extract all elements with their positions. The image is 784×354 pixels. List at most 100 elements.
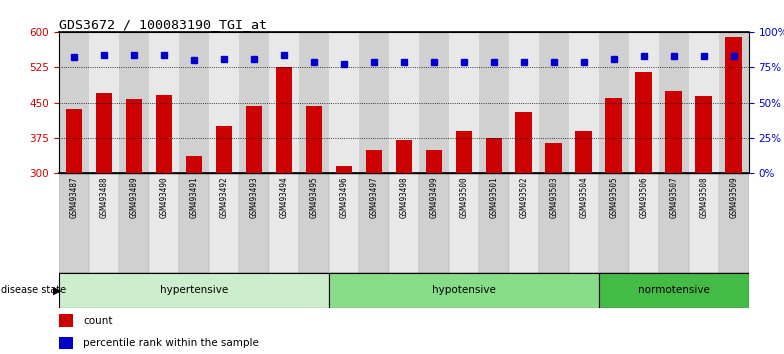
Bar	[59, 314, 73, 327]
Bar	[119, 173, 149, 273]
Bar	[299, 173, 328, 273]
Bar	[479, 173, 509, 273]
Text: GSM493494: GSM493494	[279, 176, 289, 218]
Bar	[629, 32, 659, 173]
Bar	[719, 32, 749, 173]
Bar	[719, 173, 749, 273]
Text: GSM493491: GSM493491	[189, 176, 198, 218]
Bar	[546, 143, 562, 173]
Bar	[485, 138, 502, 173]
Bar	[359, 32, 389, 173]
Text: GSM493500: GSM493500	[459, 176, 468, 218]
Bar	[456, 131, 472, 173]
Bar	[725, 36, 742, 173]
Bar	[509, 173, 539, 273]
Bar	[209, 32, 239, 173]
Text: count: count	[83, 316, 112, 326]
Bar	[568, 173, 599, 273]
Bar	[269, 173, 299, 273]
Bar	[365, 150, 382, 173]
Bar	[395, 141, 412, 173]
Bar	[599, 273, 749, 308]
Bar	[328, 273, 599, 308]
Bar	[186, 155, 202, 173]
Bar	[89, 32, 119, 173]
Bar	[419, 173, 448, 273]
Bar	[336, 166, 352, 173]
Bar	[149, 173, 179, 273]
Bar	[359, 173, 389, 273]
Bar	[688, 173, 719, 273]
Bar	[179, 32, 209, 173]
Bar	[125, 99, 142, 173]
Bar	[695, 96, 712, 173]
Bar	[239, 173, 269, 273]
Text: GSM493496: GSM493496	[339, 176, 348, 218]
Bar	[239, 32, 269, 173]
Bar	[575, 131, 592, 173]
Text: GSM493505: GSM493505	[609, 176, 619, 218]
Text: GSM493501: GSM493501	[489, 176, 499, 218]
Text: GSM493502: GSM493502	[519, 176, 528, 218]
Text: GSM493489: GSM493489	[129, 176, 138, 218]
Bar	[605, 98, 622, 173]
Bar	[539, 32, 568, 173]
Text: GSM493506: GSM493506	[639, 176, 648, 218]
Text: GSM493503: GSM493503	[550, 176, 558, 218]
Text: GSM493498: GSM493498	[399, 176, 408, 218]
Bar	[209, 173, 239, 273]
Bar	[419, 32, 448, 173]
Bar	[155, 95, 172, 173]
Bar	[275, 67, 292, 173]
Bar	[636, 72, 652, 173]
Text: disease state: disease state	[1, 285, 66, 295]
Bar	[216, 126, 232, 173]
Bar	[328, 173, 359, 273]
Bar	[299, 32, 328, 173]
Bar	[568, 32, 599, 173]
Bar	[509, 32, 539, 173]
Bar	[539, 173, 568, 273]
Bar	[599, 173, 629, 273]
Bar	[479, 32, 509, 173]
Bar	[306, 106, 322, 173]
Text: GSM493493: GSM493493	[249, 176, 258, 218]
Bar	[328, 32, 359, 173]
Bar	[119, 32, 149, 173]
Bar	[149, 32, 179, 173]
Bar	[245, 107, 262, 173]
Text: GSM493497: GSM493497	[369, 176, 378, 218]
Bar	[659, 32, 688, 173]
Bar	[269, 32, 299, 173]
Text: GSM493508: GSM493508	[699, 176, 708, 218]
Bar	[389, 173, 419, 273]
Bar	[688, 32, 719, 173]
Bar	[89, 173, 119, 273]
Bar	[448, 32, 479, 173]
Text: GSM493504: GSM493504	[579, 176, 588, 218]
Bar	[659, 173, 688, 273]
Text: GSM493492: GSM493492	[220, 176, 228, 218]
Bar	[666, 91, 682, 173]
Text: GSM493488: GSM493488	[100, 176, 108, 218]
Text: GSM493487: GSM493487	[69, 176, 78, 218]
Text: GSM493495: GSM493495	[309, 176, 318, 218]
Bar	[516, 112, 532, 173]
Text: hypotensive: hypotensive	[432, 285, 495, 295]
Bar	[59, 173, 89, 273]
Text: GSM493509: GSM493509	[729, 176, 739, 218]
Bar	[599, 32, 629, 173]
Text: normotensive: normotensive	[638, 285, 710, 295]
Bar	[59, 273, 328, 308]
Bar	[179, 173, 209, 273]
Text: percentile rank within the sample: percentile rank within the sample	[83, 338, 259, 348]
Text: ▶: ▶	[53, 285, 62, 295]
Text: GSM493499: GSM493499	[430, 176, 438, 218]
Text: GSM493507: GSM493507	[670, 176, 678, 218]
Text: GSM493490: GSM493490	[159, 176, 169, 218]
Bar	[389, 32, 419, 173]
Bar	[426, 150, 442, 173]
Bar	[629, 173, 659, 273]
Text: GDS3672 / 100083190_TGI_at: GDS3672 / 100083190_TGI_at	[59, 18, 267, 31]
Bar	[448, 173, 479, 273]
